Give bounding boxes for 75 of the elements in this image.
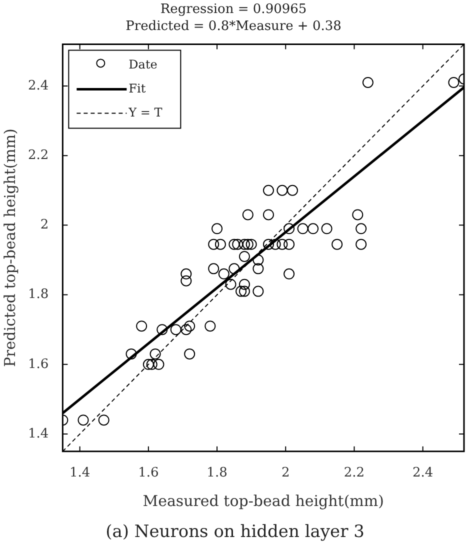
y-tick-label: 1.8 — [28, 287, 49, 302]
y-axis-title: Predicted top-bead height(mm) — [0, 128, 19, 368]
x-tick-label: 2 — [281, 466, 290, 481]
point — [136, 320, 148, 332]
point — [218, 268, 230, 280]
point — [262, 209, 274, 220]
y-tick-label: 2.4 — [28, 78, 49, 94]
point — [180, 275, 192, 286]
legend-label: Date — [128, 57, 158, 72]
point — [78, 414, 89, 426]
point — [98, 414, 110, 426]
point — [262, 184, 274, 196]
point — [228, 263, 240, 274]
point — [242, 238, 254, 250]
point — [308, 223, 319, 234]
point — [208, 238, 220, 250]
point — [238, 278, 250, 290]
point — [236, 286, 247, 297]
point — [284, 238, 295, 250]
point — [204, 320, 216, 332]
point — [153, 358, 164, 370]
point — [356, 238, 367, 250]
x-tick-label: 2.4 — [412, 466, 434, 481]
chart-title: Regression = 0.90965 — [160, 2, 307, 18]
x-tick-label: 1.8 — [206, 466, 228, 481]
point — [184, 348, 196, 360]
x-axis-title: Measured top-bead height(mm) — [142, 492, 384, 510]
point — [270, 238, 281, 250]
point — [238, 251, 250, 262]
point — [242, 209, 254, 220]
point — [252, 263, 264, 274]
point — [212, 223, 223, 234]
point — [180, 324, 192, 336]
point — [352, 209, 364, 220]
point — [286, 184, 298, 196]
point — [246, 238, 257, 250]
point — [276, 184, 288, 196]
point — [142, 358, 154, 370]
point — [332, 238, 343, 250]
point — [252, 286, 264, 297]
point — [180, 268, 192, 280]
point — [146, 358, 158, 370]
point — [214, 238, 226, 250]
point — [170, 324, 182, 336]
point — [297, 223, 308, 234]
point — [238, 238, 250, 250]
point — [356, 223, 367, 234]
point — [448, 76, 460, 88]
point — [208, 263, 220, 274]
point — [184, 320, 196, 332]
point — [321, 223, 332, 234]
point — [156, 324, 168, 336]
point — [126, 348, 137, 360]
point — [252, 254, 264, 266]
point — [150, 348, 161, 360]
y-tick-label: 1.6 — [28, 356, 49, 372]
point — [225, 278, 236, 290]
legend-label: Fit — [128, 81, 146, 96]
point — [284, 268, 295, 280]
point — [232, 238, 244, 250]
chart-subtitle: Predicted = 0.8*Measure + 0.38 — [126, 18, 342, 34]
point — [362, 76, 374, 88]
point — [238, 286, 250, 297]
point — [284, 223, 295, 234]
point — [228, 238, 240, 250]
x-tick-label: 1.4 — [69, 466, 90, 481]
x-tick-label: 2.2 — [344, 466, 365, 481]
y-tick-label: 1.4 — [28, 426, 49, 442]
point — [276, 238, 288, 250]
point — [262, 238, 274, 250]
x-tick-label: 1.6 — [138, 466, 159, 481]
legend-label: Y = T — [128, 105, 162, 120]
text: (a) Neurons on hidden layer 3 — [104, 522, 366, 542]
y-tick-label: 2 — [40, 218, 49, 233]
y-tick-label: 2.2 — [28, 148, 49, 163]
